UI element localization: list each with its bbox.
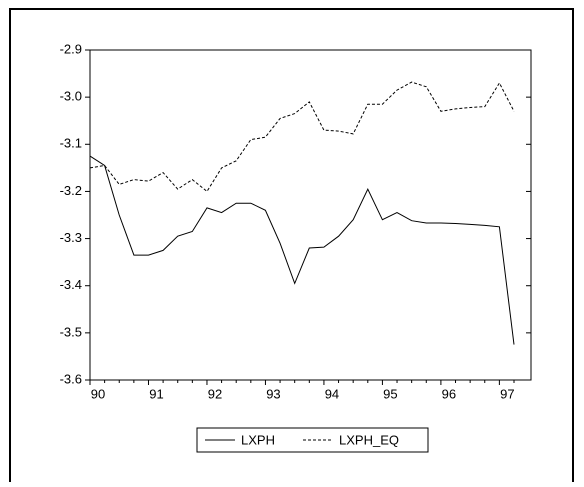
y-tick-label: -3.5: [60, 324, 82, 339]
y-tick-label: -3.0: [60, 89, 82, 104]
series-line: [89, 155, 515, 345]
y-tick-label: -2.9: [60, 41, 82, 56]
x-tick-label: 90: [91, 386, 105, 401]
x-tick-label: 97: [500, 386, 514, 401]
y-tick-label: -3.2: [60, 183, 82, 198]
plot-area: [89, 49, 532, 381]
x-tick-label: 92: [208, 386, 222, 401]
y-tick-label: -3.1: [60, 136, 82, 151]
legend-label: LXPH: [241, 432, 275, 447]
x-tick-label: 93: [266, 386, 280, 401]
y-tick-label: -3.6: [60, 371, 82, 386]
x-tick-label: 95: [383, 386, 397, 401]
frame: [9, 8, 574, 487]
y-tick-label: -3.4: [60, 277, 82, 292]
legend-box: [196, 427, 429, 453]
y-tick-label: -3.3: [60, 230, 82, 245]
legend-label: LXPH_EQ: [339, 432, 399, 447]
x-tick-label: 91: [149, 386, 163, 401]
x-tick-label: 94: [325, 386, 339, 401]
series-line: [89, 81, 515, 193]
x-tick-label: 96: [442, 386, 456, 401]
